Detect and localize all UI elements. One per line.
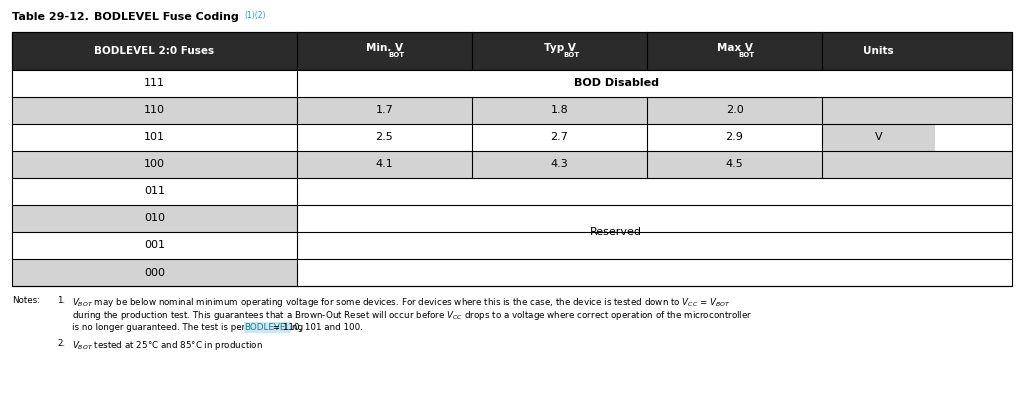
Text: 1.: 1. (57, 296, 66, 305)
Text: 1.8: 1.8 (551, 106, 568, 116)
Text: 010: 010 (144, 214, 165, 224)
Text: 011: 011 (144, 187, 165, 197)
Text: BOD Disabled: BOD Disabled (573, 79, 658, 89)
Text: 4.1: 4.1 (376, 160, 393, 170)
Text: 100: 100 (144, 160, 165, 170)
Text: BOT: BOT (388, 52, 404, 58)
Text: Reserved: Reserved (590, 227, 642, 237)
Text: 4.5: 4.5 (726, 160, 743, 170)
Bar (12, 205, 297, 232)
Bar (297, 232, 935, 259)
Text: 000: 000 (144, 268, 165, 278)
Bar (12, 32, 1012, 286)
Text: 2.7: 2.7 (551, 133, 568, 143)
Text: 1.7: 1.7 (376, 106, 393, 116)
Bar (12, 178, 297, 205)
Text: 110: 110 (144, 106, 165, 116)
Text: = 110, 101 and 100.: = 110, 101 and 100. (270, 323, 364, 332)
Bar (12, 259, 297, 286)
Bar (12, 97, 1012, 124)
Text: BOT: BOT (738, 52, 755, 58)
Text: 001: 001 (144, 241, 165, 251)
Bar (12, 70, 1012, 97)
Bar (12, 32, 1012, 70)
Text: Max V: Max V (717, 43, 753, 53)
Text: $V_{BOT}$ may be below nominal minimum operating voltage for some devices. For d: $V_{BOT}$ may be below nominal minimum o… (72, 296, 731, 309)
Bar (822, 97, 935, 178)
Bar (12, 151, 1012, 178)
Text: 2.: 2. (57, 339, 66, 348)
Bar (297, 178, 935, 205)
Text: (1)(2): (1)(2) (244, 11, 265, 20)
Text: is no longer guaranteed. The test is performed using: is no longer guaranteed. The test is per… (72, 323, 306, 332)
Bar (297, 205, 935, 232)
Text: BOT: BOT (563, 52, 580, 58)
Text: 2.5: 2.5 (376, 133, 393, 143)
Text: Table 29-12.: Table 29-12. (12, 12, 89, 22)
Text: $V_{BOT}$ tested at 25°C and 85°C in production: $V_{BOT}$ tested at 25°C and 85°C in pro… (72, 339, 263, 352)
Text: during the production test. This guarantees that a Brown-Out Reset will occur be: during the production test. This guarant… (72, 310, 753, 322)
Text: 111: 111 (144, 79, 165, 89)
Text: Notes:: Notes: (12, 296, 40, 305)
Text: BODLEVEL Fuse Coding: BODLEVEL Fuse Coding (94, 12, 239, 22)
Bar (12, 232, 297, 259)
Bar (12, 124, 1012, 151)
Text: 4.3: 4.3 (551, 160, 568, 170)
Text: V: V (874, 133, 883, 143)
Text: 101: 101 (144, 133, 165, 143)
Text: Units: Units (863, 46, 894, 56)
Text: 2.0: 2.0 (726, 106, 743, 116)
Text: BODLEVEL: BODLEVEL (245, 323, 291, 332)
Text: Min. V: Min. V (366, 43, 403, 53)
Text: 2.9: 2.9 (726, 133, 743, 143)
Bar (297, 259, 935, 286)
Text: Typ V: Typ V (544, 43, 575, 53)
Text: BODLEVEL 2:0 Fuses: BODLEVEL 2:0 Fuses (94, 46, 215, 56)
